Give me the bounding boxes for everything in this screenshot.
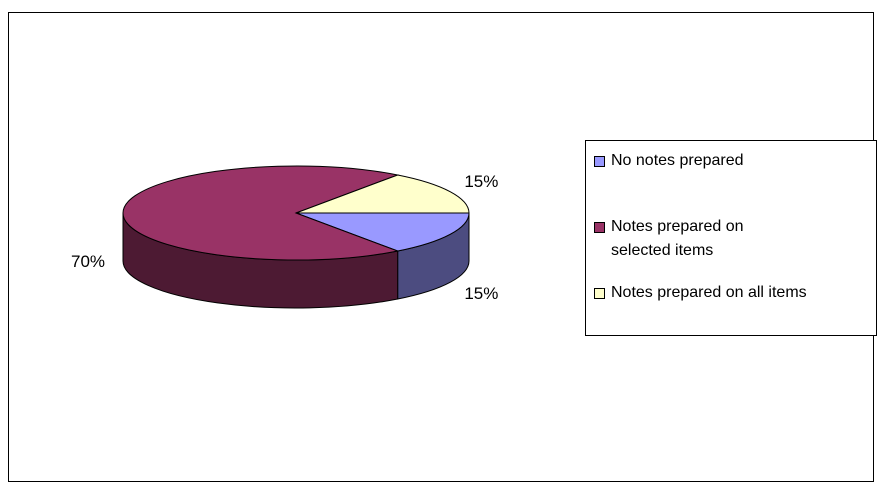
data-label-no-notes: 15%: [464, 284, 498, 303]
pie-slice-selected-items: [122, 165, 400, 261]
pie-tops: [122, 165, 470, 261]
legend-item-selected-items: Notes prepared on selected items: [594, 215, 871, 263]
pie-sides: [122, 212, 470, 309]
data-label-all-items: 15%: [464, 172, 498, 191]
legend-item-no-notes: No notes prepared: [594, 149, 871, 173]
pie-slice-no-notes: [295, 212, 470, 252]
pie-slice-all-items: [295, 174, 470, 214]
legend-label-selected-items: Notes prepared on selected items: [611, 218, 744, 259]
legend: No notes prepared Notes prepared on sele…: [585, 140, 877, 336]
legend-item-all-items: Notes prepared on all items: [594, 281, 871, 305]
legend-swatch-no-notes: [594, 156, 605, 167]
legend-label-no-notes: No notes prepared: [611, 152, 744, 169]
data-label-selected-items: 70%: [71, 252, 105, 271]
pie-chart: 15% 70% 15%: [71, 165, 498, 309]
pie-data-labels: 15% 70% 15%: [71, 172, 498, 303]
legend-swatch-all-items: [594, 288, 605, 299]
legend-label-all-items: Notes prepared on all items: [611, 284, 807, 301]
legend-swatch-selected-items: [594, 222, 605, 233]
